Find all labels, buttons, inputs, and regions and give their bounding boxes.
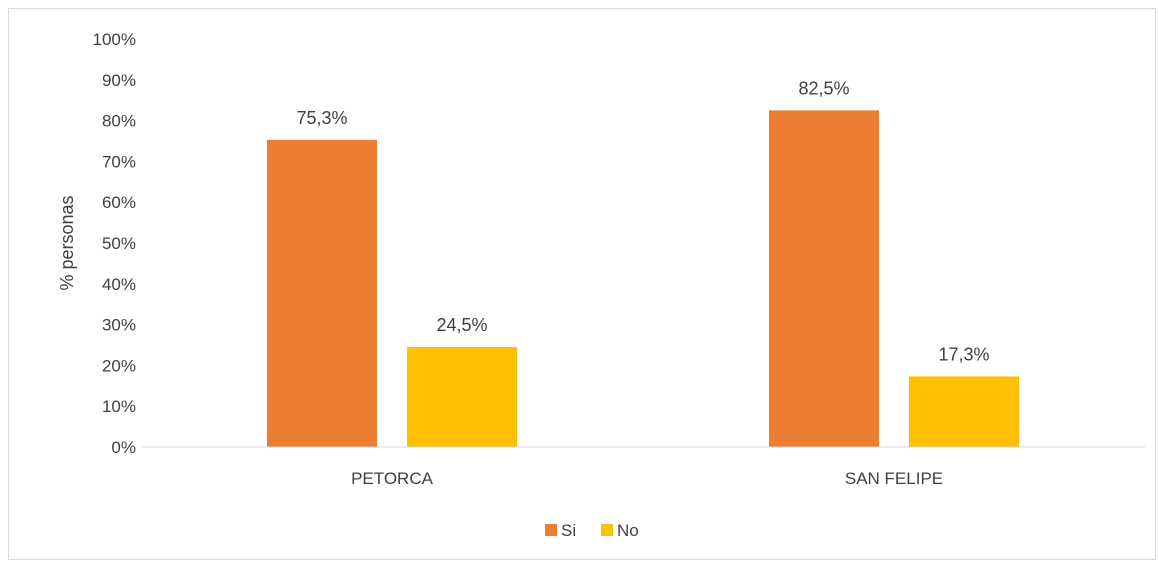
y-tick-label: 80% — [102, 112, 136, 131]
data-label: 82,5% — [798, 78, 849, 98]
data-label: 75,3% — [296, 108, 347, 128]
bar-chart: 0% 10% 20% 30% 40% 50% 60% 70% 80% 90% 100% 75,3% 2… — [57, 30, 1145, 540]
bar-si-san-felipe — [769, 110, 879, 448]
y-tick-label: 100% — [93, 30, 136, 49]
legend-label-si: Si — [561, 521, 576, 540]
y-axis-title: % personas — [57, 195, 77, 290]
legend-swatch-no — [601, 524, 613, 536]
data-label: 17,3% — [938, 344, 989, 364]
x-tick-label: PETORCA — [351, 469, 434, 488]
y-tick-label: 50% — [102, 234, 136, 253]
bar-si-petorca — [267, 139, 377, 447]
y-tick-label: 70% — [102, 152, 136, 171]
data-labels-group: 75,3% 24,5% 82,5% 17,3% — [296, 78, 989, 364]
legend-swatch-si — [545, 524, 557, 536]
bars-group — [267, 110, 1019, 448]
data-label: 24,5% — [436, 315, 487, 335]
x-tick-label: SAN FELIPE — [845, 469, 943, 488]
chart-frame: 0% 10% 20% 30% 40% 50% 60% 70% 80% 90% 100% 75,3% 2… — [8, 8, 1156, 560]
legend: Si No — [545, 521, 639, 540]
bar-no-san-felipe — [909, 376, 1019, 447]
y-tick-label: 10% — [102, 397, 136, 416]
legend-label-no: No — [617, 521, 639, 540]
y-tick-label: 30% — [102, 316, 136, 335]
y-tick-label: 60% — [102, 193, 136, 212]
y-tick-label: 20% — [102, 356, 136, 375]
y-tick-label: 0% — [111, 438, 136, 457]
y-tick-label: 40% — [102, 275, 136, 294]
y-tick-label: 90% — [102, 71, 136, 90]
x-axis-ticks: PETORCA SAN FELIPE — [351, 469, 943, 488]
y-axis-ticks: 0% 10% 20% 30% 40% 50% 60% 70% 80% 90% 100% — [93, 30, 136, 457]
bar-no-petorca — [407, 347, 517, 447]
